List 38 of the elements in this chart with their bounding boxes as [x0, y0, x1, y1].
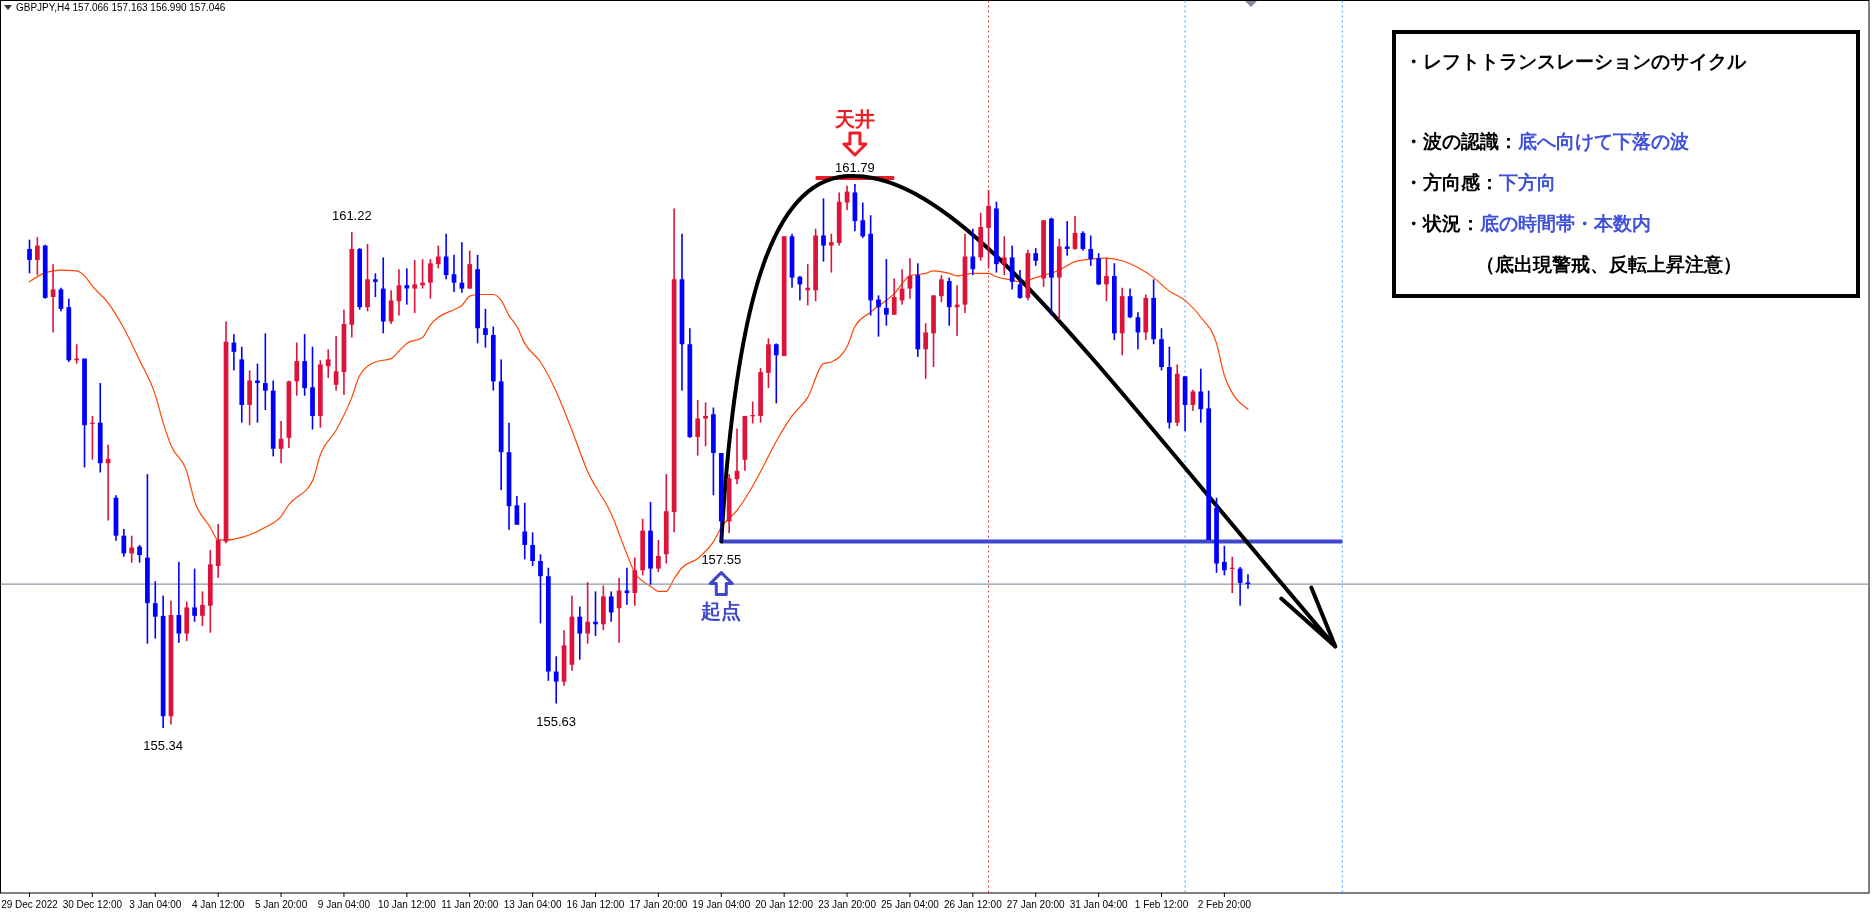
x-tick-label: 5 Jan 20:00	[254, 899, 308, 910]
annotation: 157.55	[701, 551, 742, 567]
x-tick-label: 20 Jan 12:00	[755, 899, 814, 910]
candlestick	[1001, 236, 1007, 276]
candlestick	[325, 349, 331, 378]
annotation: 起点	[700, 599, 742, 622]
x-tick-label: 9 Jan 04:00	[317, 899, 371, 910]
x-tick-label: 23 Jan 20:00	[818, 899, 877, 910]
annotation: 天井	[833, 108, 875, 130]
x-tick-label: 4 Jan 12:00	[192, 899, 245, 910]
x-tick-label: 13 Jan 04:00	[503, 899, 562, 910]
x-tick-label: 10 Jan 12:00	[377, 899, 437, 910]
annotation: 155.63	[536, 713, 577, 729]
x-tick-label: 31 Jan 04:00	[1069, 899, 1128, 910]
x-tick-label: 29 Dec 2022	[1, 899, 59, 910]
chart-subtitle: GBPJPY,H4 157.066 157.163 156.990 157.046	[16, 2, 226, 13]
text: ・波の認識：底へ向けて下落の波	[1404, 131, 1689, 152]
x-tick-label: 1 Feb 12:00	[1134, 899, 1189, 910]
text: （底出現警戒、反転上昇注意）	[1476, 254, 1742, 275]
x-tick-label: 25 Jan 04:00	[881, 899, 940, 910]
candlestick	[522, 502, 528, 560]
x-tick-label: 2 Feb 20:00	[1197, 899, 1252, 910]
x-tick-label: 17 Jan 20:00	[629, 899, 688, 910]
x-tick-label: 3 Jan 04:00	[129, 899, 182, 910]
text: ・状況：底の時間帯・本数内	[1404, 213, 1651, 234]
x-tick-label: 26 Jan 12:00	[943, 899, 1003, 910]
annotation: 161.79	[835, 160, 875, 175]
candlestick	[970, 228, 976, 276]
x-tick-label: 27 Jan 20:00	[1006, 899, 1066, 910]
x-tick-label: 19 Jan 04:00	[692, 899, 751, 910]
text: ・レフトトランスレーションのサイクル	[1404, 51, 1747, 72]
annotation: 155.34	[143, 738, 184, 753]
candlestick	[152, 581, 158, 639]
x-tick-label: 16 Jan 12:00	[566, 899, 625, 910]
x-tick-label: 30 Dec 12:00	[62, 899, 123, 910]
text: ・方向感：下方向	[1404, 172, 1556, 193]
x-tick-label: 11 Jan 20:00	[441, 899, 499, 910]
annotation: 161.22	[331, 208, 372, 224]
